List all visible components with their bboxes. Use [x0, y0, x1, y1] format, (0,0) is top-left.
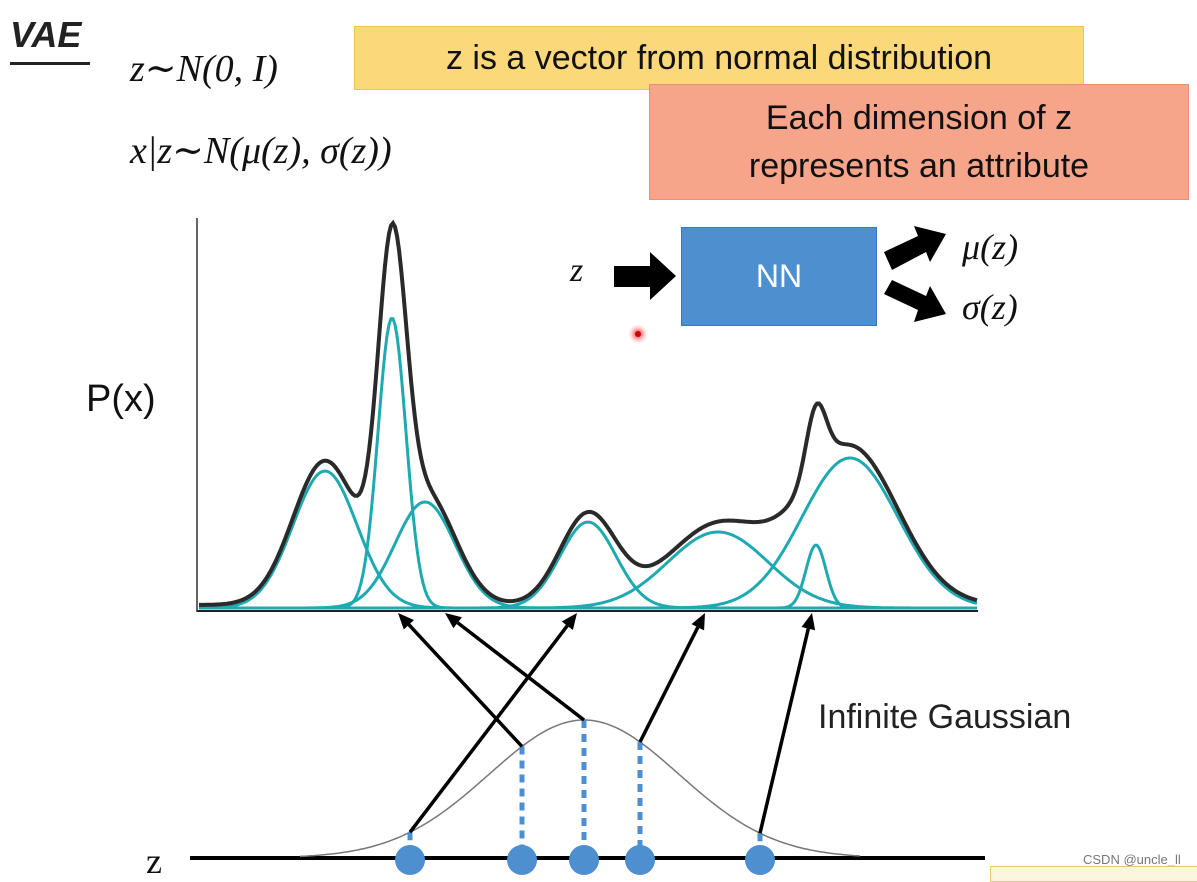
mapping-arrow-5 [758, 628, 811, 834]
sigma-arrow-icon [884, 280, 946, 322]
callout-attribute-line1: Each dimension of z [765, 99, 1073, 137]
nn-label: NN [755, 258, 803, 294]
gaussian-component-3 [199, 500, 977, 610]
mixture-curve [199, 219, 978, 607]
sample-dot-3 [569, 845, 599, 875]
mapping-arrows [398, 613, 816, 834]
mapping-arrow-3 [456, 621, 586, 722]
gaussian-component-1 [199, 469, 977, 610]
page-title: VAE [10, 14, 82, 55]
nn-box: NN [681, 227, 877, 326]
gaussian-component-5 [199, 530, 977, 610]
mapping-arrowhead-1 [561, 613, 577, 630]
sample-stems [407, 720, 763, 850]
mu-label: μ(z) [962, 227, 1019, 267]
sample-dots [395, 845, 775, 875]
z-axis-label: z [146, 841, 162, 881]
mapping-arrowhead-4 [691, 613, 705, 631]
mapping-arrow-1 [408, 624, 569, 834]
mu-arrow-icon [884, 226, 946, 270]
y-axis-label: P(x) [86, 378, 156, 420]
mapping-arrowhead-2 [398, 613, 414, 630]
infinite-gaussian-label: Infinite Gaussian [818, 698, 1072, 736]
sample-dot-4 [625, 845, 655, 875]
callout-vector-normal: z is a vector from normal distribution [354, 26, 1084, 90]
callout-attribute: Each dimension of z represents an attrib… [649, 84, 1189, 200]
sample-dot-1 [395, 845, 425, 875]
mapping-arrow-2 [407, 623, 524, 748]
pointer-dot-core [635, 331, 641, 337]
watermark: CSDN @uncle_ll [1083, 852, 1181, 867]
mapping-arrow-4 [638, 626, 700, 743]
gaussian-components [199, 317, 978, 610]
prior-formula: z∼N(0, I) [130, 48, 278, 90]
gaussian-component-7 [199, 456, 978, 610]
gaussian-component-2 [199, 317, 977, 610]
prior-gaussian-curve [299, 719, 861, 858]
input-arrow-icon [614, 252, 676, 300]
mapping-arrowhead-3 [445, 613, 462, 629]
sample-dot-2 [507, 845, 537, 875]
callout-vector-normal-text: z is a vector from normal distribution [445, 38, 993, 77]
callout-attribute-line2: represents an attribute [748, 147, 1090, 185]
nn-input-label: z [570, 252, 584, 289]
mapping-arrowhead-5 [801, 613, 816, 631]
conditional-formula: x|z∼N(μ(z), σ(z)) [130, 130, 392, 172]
sample-dot-5 [745, 845, 775, 875]
corner-callout-fragment [990, 866, 1197, 882]
title-underline [10, 62, 90, 65]
sigma-label: σ(z) [962, 287, 1018, 327]
gaussian-component-6 [199, 543, 977, 610]
gaussian-component-4 [199, 520, 977, 610]
